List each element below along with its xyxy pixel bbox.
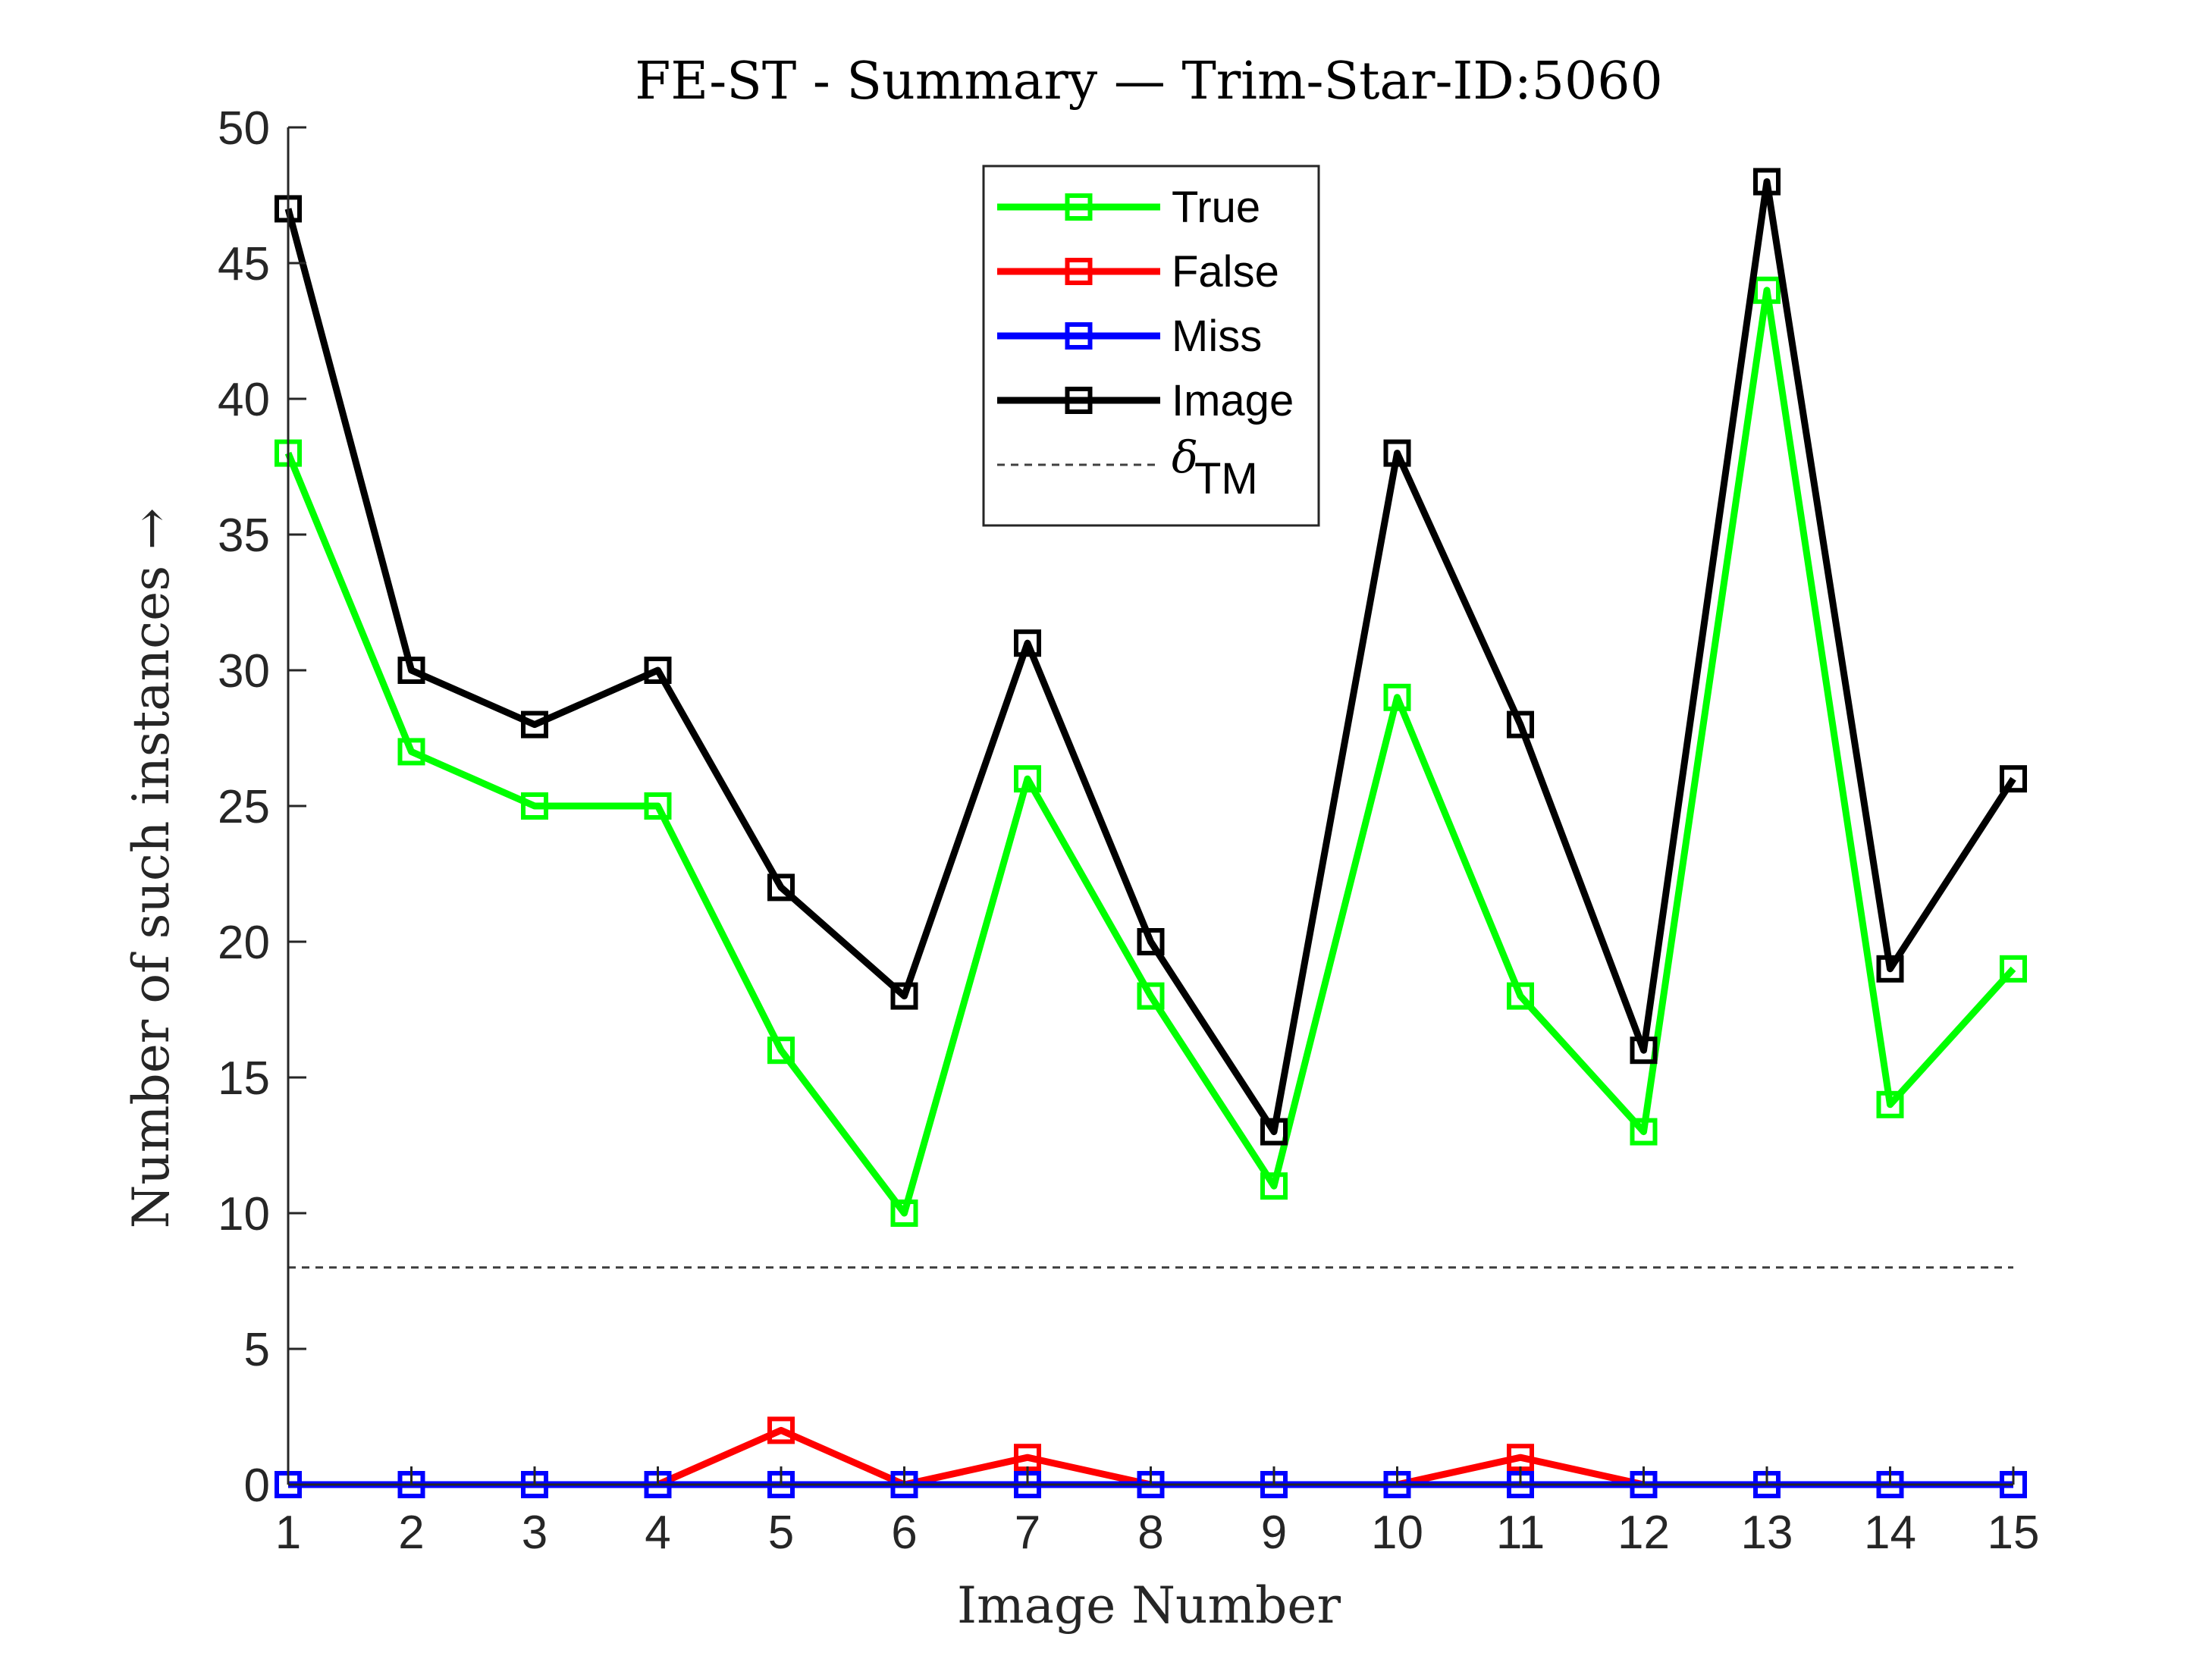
legend-label: Image [1172, 376, 1294, 425]
point-image [2000, 765, 2027, 793]
series-line-image [284, 178, 2016, 1136]
point-true [1383, 683, 1411, 711]
legend-item-threshold: δTM [997, 431, 1258, 503]
legend-swatch-marker [1065, 193, 1093, 221]
x-tick-label: 13 [1741, 1507, 1793, 1559]
point-image [890, 982, 918, 1010]
point-image [521, 710, 548, 739]
point-image [397, 657, 425, 684]
point-true [1507, 982, 1534, 1010]
point-image [1630, 1036, 1658, 1065]
x-tick-label: 12 [1617, 1507, 1670, 1559]
point-true [397, 738, 425, 766]
x-tick-label: 2 [398, 1507, 424, 1559]
legend-item-true: True [997, 183, 1260, 232]
point-true [1014, 765, 1041, 793]
x-tick-label: 6 [891, 1507, 917, 1559]
x-axis-title: Image Number [957, 1576, 1341, 1635]
y-tick-label: 20 [218, 917, 270, 969]
legend-label: True [1172, 183, 1260, 232]
legend-label: Miss [1172, 312, 1262, 361]
point-image [1383, 439, 1411, 467]
legend: True False Miss Image δTM [982, 165, 1320, 527]
legend-swatch-marker [1065, 258, 1093, 285]
y-tick-label: 5 [244, 1324, 270, 1376]
y-tick-label: 30 [218, 645, 270, 698]
point-image [1507, 710, 1534, 739]
x-tick-label: 7 [1015, 1507, 1040, 1559]
legend-swatch-marker [1065, 387, 1093, 414]
point-true [767, 1036, 795, 1065]
point-true [1876, 1090, 1904, 1118]
point-true [1630, 1118, 1658, 1146]
point-true [890, 1200, 918, 1227]
point-true [1137, 982, 1165, 1010]
point-true [644, 792, 672, 820]
x-tick-label: 11 [1496, 1507, 1545, 1559]
point-true [1753, 276, 1781, 304]
chart-title: FE-ST - Summary — Trim-Star-ID:5060 [635, 52, 1663, 111]
point-image [644, 657, 672, 684]
x-tick-label: 10 [1371, 1507, 1423, 1559]
legend-label-threshold: δ [1172, 431, 1198, 483]
series-image [275, 168, 2027, 1146]
point-image [1753, 168, 1781, 196]
point-image [1876, 955, 1904, 983]
point-true [2000, 955, 2027, 983]
y-tick-label: 25 [218, 781, 270, 833]
point-true [521, 792, 548, 820]
x-tick-label: 3 [522, 1507, 548, 1559]
x-tick-label: 8 [1137, 1507, 1163, 1559]
y-axis-title: Number of such instances → [122, 508, 180, 1229]
legend-box [982, 165, 1320, 527]
y-tick-label: 35 [218, 510, 270, 562]
series-line-true [284, 287, 2016, 1217]
x-tick-label: 1 [275, 1507, 301, 1559]
legend-swatch-marker [1065, 322, 1093, 350]
point-image [1137, 928, 1165, 955]
legend-label-threshold-subscript: TM [1194, 454, 1258, 503]
point-true [1260, 1172, 1288, 1200]
x-tick-label: 5 [768, 1507, 794, 1559]
series-true [275, 276, 2027, 1227]
y-tick-label: 0 [244, 1460, 270, 1512]
y-tick-label: 40 [218, 374, 270, 426]
point-image [1260, 1118, 1288, 1146]
x-tick-label: 9 [1261, 1507, 1287, 1559]
legend-item-miss: Miss [997, 312, 1262, 361]
point-false [767, 1416, 795, 1444]
y-tick-label: 50 [218, 102, 270, 155]
y-tick-label: 10 [218, 1188, 270, 1240]
legend-item-false: False [997, 247, 1279, 296]
x-tick-label: 14 [1864, 1507, 1916, 1559]
y-tick-label: 45 [218, 238, 270, 290]
legend-item-image: Image [997, 376, 1294, 425]
y-tick-label: 15 [218, 1052, 270, 1105]
x-tick-label: 4 [645, 1507, 670, 1559]
point-image [767, 873, 795, 902]
legend-label: False [1172, 247, 1279, 296]
point-image [1014, 629, 1041, 657]
x-tick-label: 15 [1988, 1507, 2040, 1559]
